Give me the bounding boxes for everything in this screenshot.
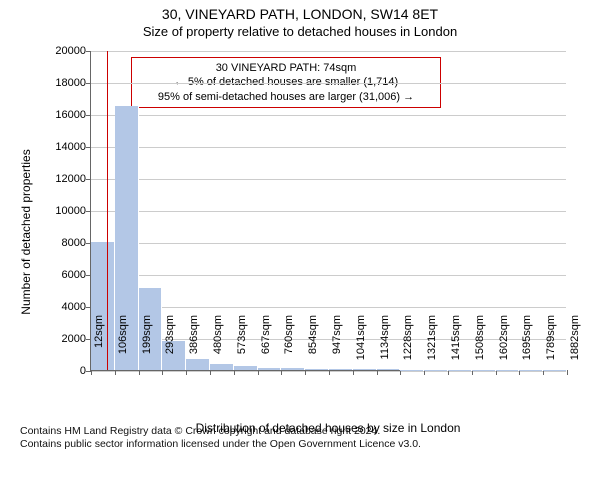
xtick-label: 854sqm [307, 315, 319, 365]
xtick-label: 106sqm [117, 315, 129, 365]
xtick-label: 760sqm [283, 315, 295, 365]
page-subtitle: Size of property relative to detached ho… [0, 22, 600, 43]
ytick-mark [86, 179, 91, 180]
histogram-chart: Number of detached properties 30 VINEYAR… [20, 43, 580, 421]
xtick-mark [115, 370, 116, 375]
histogram-bar [210, 364, 234, 370]
annotation-line1: 30 VINEYARD PATH: 74sqm [140, 61, 432, 75]
ytick-mark [86, 115, 91, 116]
plot-area: 30 VINEYARD PATH: 74sqm ← 5% of detached… [90, 51, 566, 371]
gridline-h [91, 83, 566, 84]
xtick-mark [139, 370, 140, 375]
gridline-h [91, 115, 566, 116]
xtick-label: 386sqm [188, 315, 200, 365]
xtick-label: 199sqm [141, 315, 153, 365]
xtick-label: 1882sqm [569, 315, 581, 365]
xtick-label: 1789sqm [545, 315, 557, 365]
xtick-mark [210, 370, 211, 375]
histogram-bar [353, 369, 377, 370]
gridline-h [91, 243, 566, 244]
y-axis-label: Number of detached properties [19, 149, 33, 314]
ytick-label: 0 [50, 365, 86, 377]
xtick-mark [424, 370, 425, 375]
xtick-label: 1602sqm [498, 315, 510, 365]
ytick-label: 8000 [50, 237, 86, 249]
ytick-label: 2000 [50, 333, 86, 345]
ytick-mark [86, 147, 91, 148]
xtick-label: 947sqm [331, 315, 343, 365]
xtick-label: 667sqm [260, 315, 272, 365]
histogram-bar [258, 368, 282, 370]
xtick-mark [567, 370, 568, 375]
gridline-h [91, 275, 566, 276]
xtick-mark [377, 370, 378, 375]
xtick-label: 1228sqm [402, 315, 414, 365]
xtick-mark [91, 370, 92, 375]
histogram-bar [329, 369, 353, 370]
gridline-h [91, 179, 566, 180]
xtick-label: 1134sqm [379, 315, 391, 365]
xtick-mark [186, 370, 187, 375]
xtick-label: 480sqm [212, 315, 224, 365]
ytick-label: 20000 [50, 45, 86, 57]
xtick-mark [472, 370, 473, 375]
ytick-label: 14000 [50, 141, 86, 153]
ytick-label: 4000 [50, 301, 86, 313]
ytick-mark [86, 83, 91, 84]
xtick-label: 1321sqm [426, 315, 438, 365]
histogram-bar [305, 369, 329, 370]
xtick-mark [543, 370, 544, 375]
ytick-label: 18000 [50, 77, 86, 89]
x-axis-label: Distribution of detached houses by size … [90, 421, 566, 435]
gridline-h [91, 147, 566, 148]
histogram-bar [281, 368, 305, 370]
xtick-mark [400, 370, 401, 375]
reference-line [107, 51, 108, 370]
page-title: 30, VINEYARD PATH, LONDON, SW14 8ET [0, 0, 600, 22]
annotation-line3: 95% of semi-detached houses are larger (… [140, 90, 432, 104]
xtick-mark [448, 370, 449, 375]
ytick-label: 16000 [50, 109, 86, 121]
xtick-label: 293sqm [164, 315, 176, 365]
ytick-label: 10000 [50, 205, 86, 217]
xtick-label: 1415sqm [450, 315, 462, 365]
xtick-mark [234, 370, 235, 375]
xtick-mark [329, 370, 330, 375]
ytick-mark [86, 51, 91, 52]
ytick-label: 6000 [50, 269, 86, 281]
xtick-mark [258, 370, 259, 375]
xtick-mark [162, 370, 163, 375]
ytick-mark [86, 211, 91, 212]
gridline-h [91, 211, 566, 212]
xtick-label: 1695sqm [521, 315, 533, 365]
histogram-bar [234, 366, 258, 370]
xtick-mark [281, 370, 282, 375]
histogram-bar [377, 369, 401, 370]
xtick-mark [305, 370, 306, 375]
xtick-label: 12sqm [93, 315, 105, 365]
ytick-label: 12000 [50, 173, 86, 185]
xtick-mark [353, 370, 354, 375]
xtick-label: 1041sqm [355, 315, 367, 365]
xtick-label: 1508sqm [474, 315, 486, 365]
xtick-label: 573sqm [236, 315, 248, 365]
footer-line2: Contains public sector information licen… [20, 438, 580, 451]
xtick-mark [519, 370, 520, 375]
xtick-mark [496, 370, 497, 375]
gridline-h [91, 51, 566, 52]
